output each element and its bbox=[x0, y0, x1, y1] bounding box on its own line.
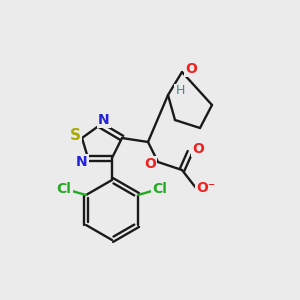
Text: H: H bbox=[175, 85, 185, 98]
Text: Cl: Cl bbox=[152, 182, 167, 196]
Text: O: O bbox=[185, 62, 197, 76]
Text: N: N bbox=[76, 155, 88, 169]
Text: O: O bbox=[144, 157, 156, 171]
Text: O: O bbox=[192, 142, 204, 156]
Text: S: S bbox=[70, 128, 80, 143]
Text: N: N bbox=[98, 113, 110, 127]
Text: O⁻: O⁻ bbox=[196, 181, 216, 195]
Text: Cl: Cl bbox=[57, 182, 71, 196]
